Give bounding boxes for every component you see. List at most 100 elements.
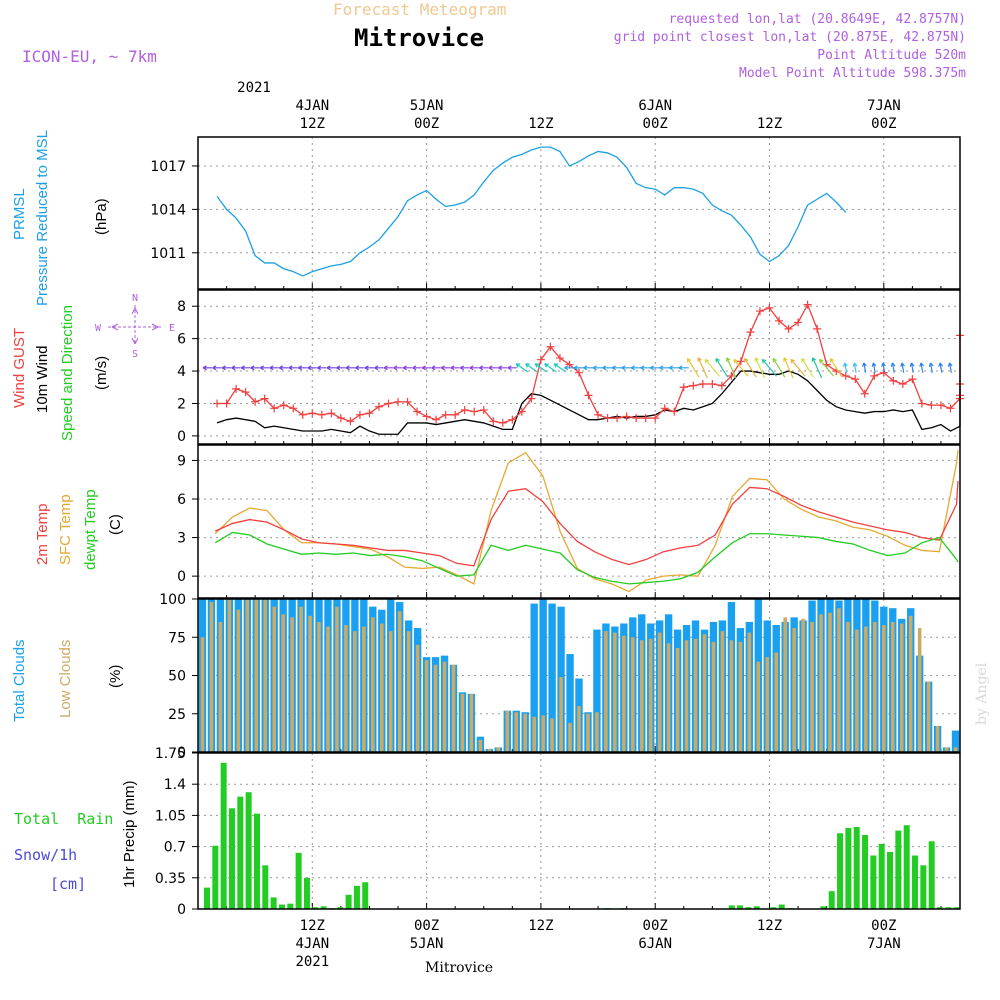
signature: by Angel — [974, 662, 990, 725]
gust-point — [403, 397, 412, 406]
low-clouds-bar — [281, 614, 285, 752]
low-clouds-bar — [577, 706, 581, 752]
low-clouds-bar — [693, 638, 698, 752]
bottom-day-label: 7JAN — [867, 936, 901, 952]
wind-direction-arrow — [592, 365, 604, 371]
temp-ytick-label: 0 — [177, 569, 186, 585]
compass-e: E — [169, 323, 175, 334]
gust-point — [279, 401, 288, 410]
low-clouds-bar — [622, 635, 626, 752]
wind-direction-arrow — [488, 365, 498, 371]
bottom-day-label: 4JAN — [295, 936, 329, 952]
low-clouds-bar — [245, 599, 250, 752]
wind-direction-arrow — [402, 365, 413, 371]
precip-bar — [253, 813, 260, 909]
wind-direction-arrow — [621, 365, 632, 371]
gust-point — [260, 394, 269, 403]
low-clouds-bar — [648, 638, 653, 752]
low-clouds-bar — [864, 626, 868, 752]
low-clouds-bar — [317, 621, 321, 752]
gust-point — [546, 342, 555, 351]
gust-point — [336, 414, 345, 423]
gust-point — [441, 410, 450, 419]
gust-point — [451, 410, 460, 419]
bottom-day-label: 5JAN — [410, 936, 444, 952]
precip-bar — [928, 841, 935, 909]
wind-direction-arrow — [355, 365, 365, 371]
bottom-hour-label: 00Z — [414, 918, 439, 934]
precip-bar — [212, 845, 219, 909]
gust-point — [346, 417, 355, 426]
wind-direction-arrow — [326, 365, 336, 371]
temp-ytick-label: 9 — [177, 453, 186, 469]
wind-direction-arrow — [544, 363, 557, 373]
low-clouds-bar — [451, 664, 456, 752]
rain-label: Total Rain — [14, 810, 113, 828]
low-clouds-bar — [666, 643, 671, 752]
low-clouds-bar — [496, 747, 501, 752]
low-clouds-bar — [209, 602, 214, 752]
wind-direction-arrow — [212, 365, 222, 371]
clouds-ytick-label: 25 — [168, 707, 186, 723]
low-clouds-bar — [397, 611, 402, 752]
low-clouds-bar — [272, 606, 276, 752]
bottom-hour-label: 00Z — [643, 918, 668, 934]
low-clouds-bar — [586, 713, 590, 752]
gust-point — [698, 380, 707, 389]
total-clouds-bar — [530, 603, 538, 752]
wind-direction-arrow — [336, 365, 346, 371]
gust-point — [575, 368, 583, 377]
precip-bar — [753, 906, 760, 909]
low-clouds-bar — [523, 713, 528, 752]
low-clouds-bar — [362, 626, 366, 752]
gust-point — [594, 410, 603, 419]
wind-direction-arrow — [726, 357, 737, 379]
precip-bar — [204, 887, 210, 909]
precip-ytick-label: 0 — [177, 902, 186, 918]
low-clouds-bar — [200, 637, 205, 752]
low-clouds-bar — [944, 747, 949, 752]
total-clouds-label: Total Clouds — [11, 639, 28, 722]
wind-direction-arrow — [553, 363, 567, 373]
top-day-label: 5JAN — [410, 98, 444, 114]
pressure-panel-frame — [197, 136, 961, 290]
precip-ytick-label: 1.75 — [155, 746, 186, 762]
low-clouds-bar — [469, 693, 474, 752]
bottom-day-label: 6JAN — [638, 936, 672, 952]
low-clouds-bar — [935, 725, 940, 752]
low-clouds-bar — [442, 661, 447, 752]
gust-point — [384, 399, 393, 408]
prmsl-label: PRMSL — [11, 188, 28, 240]
pressure-ytick-label: 1011 — [150, 246, 186, 262]
low-clouds-bar — [263, 599, 268, 752]
wind-direction-arrow — [364, 365, 374, 371]
low-clouds-bar — [630, 637, 635, 752]
precip-bar — [820, 906, 827, 909]
low-clouds-bar — [371, 617, 375, 752]
point-altitude: Point Altitude 520m — [817, 48, 966, 63]
low-clouds-bar — [290, 617, 294, 752]
precip-bar — [953, 907, 960, 909]
wind-direction-arrow — [611, 365, 623, 371]
gust-point — [736, 357, 745, 366]
precip-ytick-label: 0.7 — [164, 840, 186, 856]
wind-ytick-label: 6 — [177, 332, 186, 348]
wind-panel-frame — [197, 289, 961, 445]
wind-direction-arrow — [919, 362, 924, 373]
precip-bar — [270, 897, 277, 909]
gust-point — [232, 384, 241, 393]
low-clouds-bar — [801, 618, 805, 752]
precip-bar — [912, 855, 919, 909]
gust-point — [775, 316, 784, 325]
gust-point — [289, 404, 298, 413]
gust-point — [784, 324, 793, 333]
gust-point — [860, 389, 869, 398]
requested-coords: requested lon,lat (20.8649E, 42.8757N) — [669, 12, 966, 27]
gust-point — [794, 318, 803, 327]
precip-bar — [862, 835, 869, 909]
pressure-series-line — [216, 146, 847, 277]
low-clouds-bar — [532, 716, 536, 752]
gust-point — [270, 404, 279, 413]
clouds-ytick-label: 100 — [159, 592, 186, 608]
product-title: Forecast Meteogram — [333, 0, 506, 19]
